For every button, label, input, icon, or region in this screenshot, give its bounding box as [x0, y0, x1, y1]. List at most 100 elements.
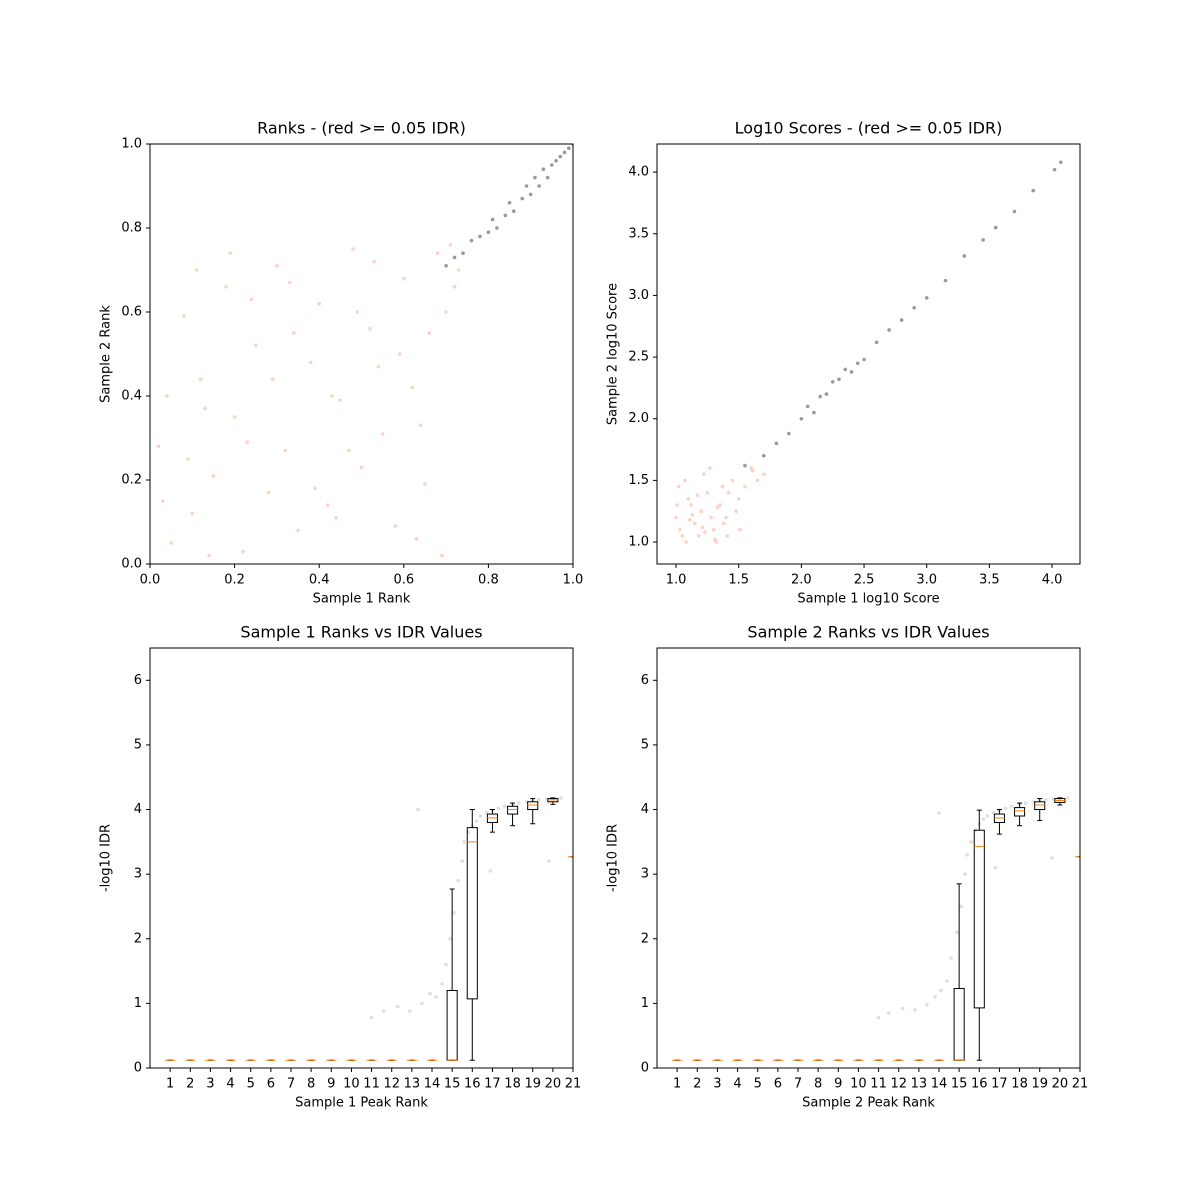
point	[701, 472, 706, 477]
y-tick-label: 5	[134, 737, 142, 752]
point	[725, 534, 730, 538]
point	[939, 988, 943, 993]
point	[511, 209, 516, 213]
x-tick-label: 11	[870, 1077, 887, 1092]
point	[456, 268, 461, 272]
point	[933, 995, 937, 999]
point	[993, 225, 998, 230]
y-tick-label: 1.0	[121, 137, 142, 152]
y-tick-label: 4	[134, 802, 142, 817]
point	[925, 1002, 929, 1007]
x-tick-label: 1.0	[563, 573, 584, 588]
point	[490, 217, 495, 222]
point	[726, 490, 731, 495]
point	[444, 962, 448, 967]
point	[955, 930, 959, 935]
x-tick-label: 8	[814, 1077, 822, 1092]
y-tick-label: 3	[641, 867, 649, 882]
y-axis-label: Sample 2 log10 Score	[606, 283, 621, 425]
point	[460, 859, 465, 864]
point	[680, 534, 685, 538]
point	[981, 238, 985, 242]
point	[381, 1009, 386, 1013]
box	[466, 827, 478, 1000]
point	[696, 534, 701, 538]
point	[678, 527, 682, 532]
point	[393, 524, 398, 528]
point	[317, 301, 322, 306]
point	[533, 175, 537, 180]
point	[547, 859, 551, 864]
y-tick-label: 1	[641, 996, 649, 1011]
point	[444, 264, 448, 268]
point	[507, 201, 512, 205]
point	[943, 278, 948, 283]
x-tick-label: 2.5	[854, 573, 875, 588]
y-tick-label: 6	[134, 673, 142, 688]
point	[689, 503, 693, 507]
point	[418, 423, 423, 428]
point	[913, 1008, 917, 1012]
point	[486, 230, 491, 234]
point	[736, 497, 741, 501]
point	[1052, 167, 1057, 172]
point	[965, 852, 969, 857]
point	[750, 468, 755, 473]
point	[186, 457, 190, 461]
y-tick-label: 1	[134, 996, 142, 1011]
point	[862, 357, 866, 362]
point	[380, 432, 385, 436]
x-tick-label: 14	[931, 1077, 948, 1092]
point	[190, 511, 195, 516]
point	[474, 819, 479, 823]
point	[359, 465, 364, 470]
point	[887, 328, 891, 332]
x-tick-label: 9	[327, 1077, 335, 1092]
y-tick-label: 4.0	[628, 165, 649, 180]
x-tick-label: 21	[565, 1077, 582, 1092]
point	[397, 352, 402, 356]
point	[969, 840, 974, 844]
point	[440, 982, 444, 986]
x-tick-label: 13	[911, 1077, 928, 1092]
box	[973, 829, 985, 1009]
point	[296, 528, 300, 533]
point	[566, 146, 571, 150]
chart-title: Sample 1 Ranks vs IDR Values	[240, 623, 482, 642]
point	[855, 361, 860, 366]
chart-title: Ranks - (red >= 0.05 IDR)	[257, 119, 466, 138]
point	[738, 527, 742, 532]
y-tick-label: 5	[641, 737, 649, 752]
point	[899, 318, 904, 322]
point	[830, 379, 835, 384]
point	[478, 814, 483, 818]
plot-area	[674, 160, 1063, 544]
point	[824, 392, 829, 396]
point	[734, 509, 739, 514]
point	[292, 331, 296, 335]
point	[993, 865, 998, 870]
point	[1050, 856, 1054, 860]
x-axis-label: Sample 2 Peak Rank	[802, 1096, 935, 1111]
plot-area	[672, 796, 1080, 1061]
point	[434, 995, 438, 999]
point	[843, 367, 848, 372]
x-tick-label: 7	[794, 1077, 802, 1092]
axes-frame	[149, 647, 574, 1069]
point	[1066, 796, 1070, 800]
plot-area	[156, 144, 573, 558]
x-tick-label: 2	[186, 1077, 194, 1092]
point	[812, 410, 816, 415]
point	[448, 243, 453, 247]
point	[837, 377, 841, 382]
point	[1009, 804, 1014, 809]
point	[376, 364, 381, 369]
point	[528, 192, 533, 197]
point	[516, 801, 521, 805]
x-tick-label: 0.0	[140, 573, 161, 588]
point	[351, 247, 355, 251]
x-tick-label: 18	[504, 1077, 521, 1092]
y-tick-label: 0	[641, 1061, 649, 1076]
point	[949, 956, 953, 960]
